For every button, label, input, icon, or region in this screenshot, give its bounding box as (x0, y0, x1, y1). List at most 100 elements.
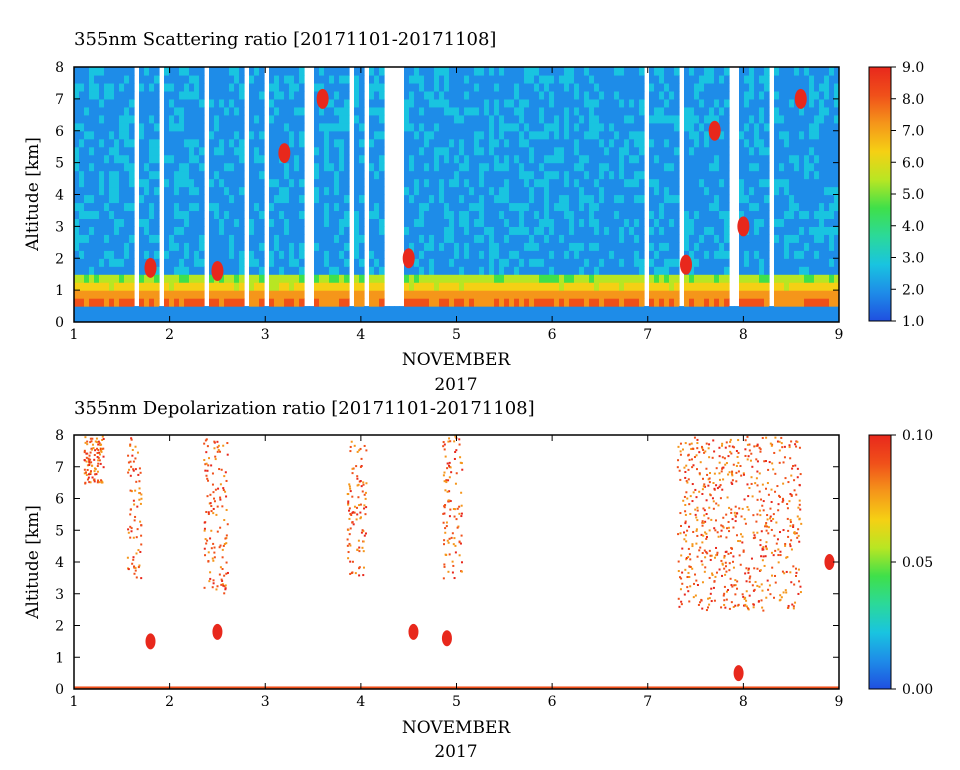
heatmap-cell (539, 218, 545, 227)
heatmap-cell (619, 290, 625, 299)
heatmap-cell (129, 266, 135, 275)
heatmap-cell (444, 306, 450, 315)
heatmap-cell (654, 314, 660, 322)
heatmap-cell (269, 226, 275, 235)
depol-point (137, 549, 140, 552)
heatmap-cell (199, 98, 205, 108)
heatmap-cell (759, 138, 765, 148)
heatmap-cell (624, 130, 630, 140)
heatmap-cell (409, 98, 415, 108)
heatmap-cell (144, 314, 150, 322)
heatmap-cell (654, 234, 660, 243)
heatmap-cell (414, 202, 420, 212)
heatmap-cell (284, 178, 290, 188)
heatmap-cell (449, 114, 455, 124)
heatmap-cell (574, 67, 580, 76)
heatmap-cell (239, 306, 245, 315)
heatmap-cell (224, 258, 230, 267)
heatmap-cell (529, 82, 535, 92)
heatmap-cell (174, 314, 180, 322)
heatmap-cell (224, 194, 230, 204)
heatmap-cell (339, 202, 345, 212)
heatmap-cell (544, 306, 550, 315)
heatmap-cell (759, 290, 765, 299)
y-tick-label: 1 (55, 283, 64, 299)
heatmap-cell (469, 298, 475, 307)
heatmap-cell (274, 218, 280, 227)
depol-point (226, 571, 229, 574)
heatmap-cell (139, 186, 145, 196)
heatmap-cell (104, 154, 110, 164)
heatmap-cell (114, 130, 120, 140)
heatmap-cell (189, 306, 195, 315)
heatmap-cell (834, 154, 839, 164)
heatmap-cell (809, 154, 815, 164)
heatmap-cell (654, 130, 660, 140)
heatmap-cell (124, 130, 130, 140)
heatmap-cell (259, 194, 265, 204)
heatmap-cell (659, 114, 665, 124)
depol-point (448, 437, 451, 440)
y-tick-label: 7 (55, 92, 64, 108)
depol-point (774, 549, 777, 552)
heatmap-cell (489, 250, 495, 259)
heatmap-cell (404, 314, 410, 322)
heatmap-cell (414, 146, 420, 156)
heatmap-cell (554, 234, 560, 243)
heatmap-cell (554, 146, 560, 156)
heatmap-cell (179, 162, 185, 172)
heatmap-cell (809, 130, 815, 140)
cloud-event (278, 143, 291, 164)
heatmap-cell (124, 258, 130, 267)
heatmap-cell (614, 314, 620, 322)
heatmap-cell (544, 170, 550, 180)
heatmap-cell (254, 250, 260, 259)
heatmap-cell (714, 210, 720, 220)
heatmap-cell (544, 82, 550, 92)
heatmap-cell (534, 154, 540, 164)
heatmap-cell (799, 250, 805, 259)
heatmap-cell (194, 170, 200, 180)
heatmap-cell (569, 226, 575, 235)
depol-point (210, 529, 213, 532)
heatmap-cell (239, 234, 245, 243)
heatmap-cell (184, 282, 190, 291)
heatmap-cell (79, 82, 85, 92)
heatmap-cell (614, 250, 620, 259)
heatmap-cell (699, 314, 705, 322)
heatmap-cell (369, 162, 375, 172)
heatmap-cell (359, 186, 365, 196)
heatmap-cell (774, 130, 780, 140)
depol-point (86, 478, 89, 481)
heatmap-cell (499, 306, 505, 315)
heatmap-cell (324, 250, 330, 259)
heatmap-cell (214, 130, 220, 140)
heatmap-cell (279, 98, 285, 108)
heatmap-cell (104, 290, 110, 299)
depol-point (93, 480, 96, 483)
heatmap-cell (724, 98, 730, 108)
heatmap-cell (474, 114, 480, 124)
heatmap-cell (604, 282, 610, 291)
heatmap-cell (599, 90, 605, 100)
depol-point (361, 529, 364, 532)
heatmap-cell (189, 210, 195, 220)
heatmap-cell (89, 130, 95, 140)
heatmap-cell (814, 82, 820, 92)
heatmap-cell (194, 162, 200, 172)
heatmap-cell (319, 218, 325, 227)
heatmap-cell (464, 90, 470, 100)
heatmap-cell (339, 194, 345, 204)
heatmap-cell (99, 242, 105, 251)
heatmap-cell (414, 74, 420, 84)
depol-point (91, 464, 94, 467)
heatmap-cell (184, 266, 190, 275)
depol-point (130, 465, 133, 468)
heatmap-cell (279, 306, 285, 315)
heatmap-cell (414, 138, 420, 148)
heatmap-cell (554, 218, 560, 227)
heatmap-cell (559, 282, 565, 291)
heatmap-cell (89, 298, 95, 307)
heatmap-cell (229, 298, 235, 307)
heatmap-cell (664, 138, 670, 148)
